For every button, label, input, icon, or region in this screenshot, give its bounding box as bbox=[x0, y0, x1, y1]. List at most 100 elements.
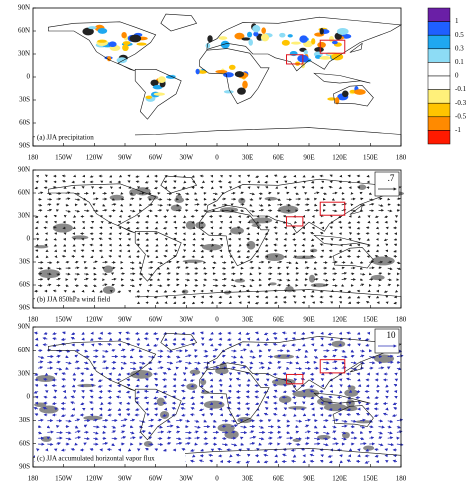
precip-anomaly bbox=[291, 42, 301, 45]
vector-arrow bbox=[73, 409, 75, 410]
map-panel bbox=[33, 327, 403, 467]
vector-arrow bbox=[303, 397, 305, 398]
lon-label: 120W bbox=[86, 475, 104, 483]
colorbar-swatch bbox=[428, 76, 450, 90]
colorbar-label: 0.3 bbox=[455, 44, 464, 52]
vector-arrow bbox=[384, 403, 388, 404]
precip-anomaly bbox=[196, 69, 200, 75]
lon-label: 60E bbox=[273, 316, 284, 324]
lon-label: 30W bbox=[180, 316, 194, 324]
vector-arrow bbox=[283, 415, 287, 416]
lat-label: 30S bbox=[19, 416, 30, 424]
precip-anomaly bbox=[253, 32, 258, 37]
lat-label: 90S bbox=[19, 142, 30, 150]
vector-arrow bbox=[311, 374, 314, 375]
significance-shading bbox=[144, 441, 153, 447]
vector-arrow bbox=[195, 444, 198, 445]
significance-shading bbox=[332, 341, 346, 348]
significance-shading bbox=[274, 354, 294, 358]
colorbar-swatch bbox=[428, 22, 450, 36]
precip-anomaly bbox=[229, 65, 236, 70]
precip-anomaly bbox=[247, 32, 252, 38]
lat-label: 60S bbox=[19, 439, 30, 447]
map-panel bbox=[33, 8, 401, 146]
precip-anomaly bbox=[117, 57, 128, 63]
significance-shading bbox=[309, 275, 315, 283]
lon-label: 180 bbox=[396, 154, 407, 162]
panel-label: (b) JJA 850hPa wind field bbox=[37, 296, 111, 304]
panel-label: (a) JJA precipitation bbox=[37, 134, 94, 142]
precip-anomaly bbox=[109, 41, 117, 47]
vector-arrow bbox=[368, 291, 369, 292]
colorbar-swatch bbox=[428, 62, 450, 76]
vector-arrow bbox=[204, 444, 208, 445]
vector-arrow bbox=[211, 380, 213, 381]
lon-label: 60W bbox=[149, 475, 163, 483]
lat-label: 60S bbox=[19, 281, 30, 289]
vector-arrow bbox=[145, 391, 149, 392]
precip-anomaly bbox=[224, 90, 234, 93]
precip-anomaly bbox=[342, 91, 349, 98]
significance-shading bbox=[279, 396, 292, 404]
vector-arrow bbox=[357, 374, 360, 375]
lat-label: 60N bbox=[18, 27, 30, 35]
precip-anomaly bbox=[304, 50, 308, 54]
precip-anomaly bbox=[290, 51, 298, 56]
colorbar-label: -0.1 bbox=[455, 85, 467, 93]
precip-anomaly bbox=[248, 39, 253, 46]
colorbar-label: 1 bbox=[455, 17, 459, 25]
lon-label: 90E bbox=[303, 475, 314, 483]
vector-arrow bbox=[44, 397, 47, 398]
significance-shading bbox=[265, 253, 284, 261]
lon-label: 180 bbox=[396, 475, 407, 483]
vector-arrow bbox=[167, 438, 171, 439]
colorbar-swatch bbox=[428, 130, 450, 144]
lon-label: 180 bbox=[28, 475, 39, 483]
precip-anomaly bbox=[218, 36, 227, 40]
significance-shading bbox=[218, 424, 235, 432]
vector-arrow bbox=[305, 357, 307, 358]
lat-label: 60S bbox=[19, 119, 30, 127]
lon-label: 90E bbox=[303, 316, 314, 324]
significance-shading bbox=[195, 222, 206, 229]
precip-anomaly bbox=[154, 93, 165, 96]
significance-shading bbox=[204, 401, 225, 409]
lon-label: 60W bbox=[149, 154, 163, 162]
vector-arrow bbox=[220, 409, 222, 410]
colorbar-label: -1 bbox=[455, 126, 461, 134]
vector-arrow bbox=[81, 344, 84, 345]
vector-arrow bbox=[62, 450, 66, 451]
vector-arrow bbox=[195, 438, 200, 439]
vector-arrow bbox=[379, 421, 383, 422]
precip-anomaly bbox=[121, 32, 126, 38]
lat-label: 0 bbox=[27, 393, 31, 401]
colorbar-label: 0.1 bbox=[455, 58, 464, 66]
reference-label: 10 bbox=[387, 330, 397, 340]
significance-shading bbox=[371, 275, 385, 280]
vector-arrow bbox=[93, 279, 96, 280]
lon-label: 60E bbox=[273, 475, 284, 483]
colorbar-swatch bbox=[428, 103, 450, 117]
vector-arrow bbox=[310, 461, 314, 462]
significance-shading bbox=[230, 227, 244, 234]
vector-arrow bbox=[264, 344, 268, 345]
colorbar-swatch bbox=[428, 8, 450, 22]
precip-anomaly bbox=[166, 75, 176, 79]
lon-label: 90E bbox=[303, 154, 314, 162]
vector-arrow bbox=[47, 432, 53, 433]
precip-anomaly bbox=[241, 37, 250, 40]
vector-arrow bbox=[259, 351, 262, 352]
lat-label: 30S bbox=[19, 258, 30, 266]
lat-label: 90N bbox=[18, 4, 30, 12]
lon-label: 0 bbox=[215, 154, 219, 162]
precip-anomaly bbox=[88, 26, 97, 29]
lat-label: 30S bbox=[19, 96, 30, 104]
lon-label: 90W bbox=[118, 475, 132, 483]
significance-shading bbox=[36, 375, 55, 382]
significance-shading bbox=[157, 398, 165, 406]
lon-label: 120E bbox=[332, 154, 347, 162]
precip-anomaly bbox=[279, 33, 285, 38]
lat-label: 90S bbox=[19, 304, 30, 312]
lon-label: 150W bbox=[55, 154, 73, 162]
